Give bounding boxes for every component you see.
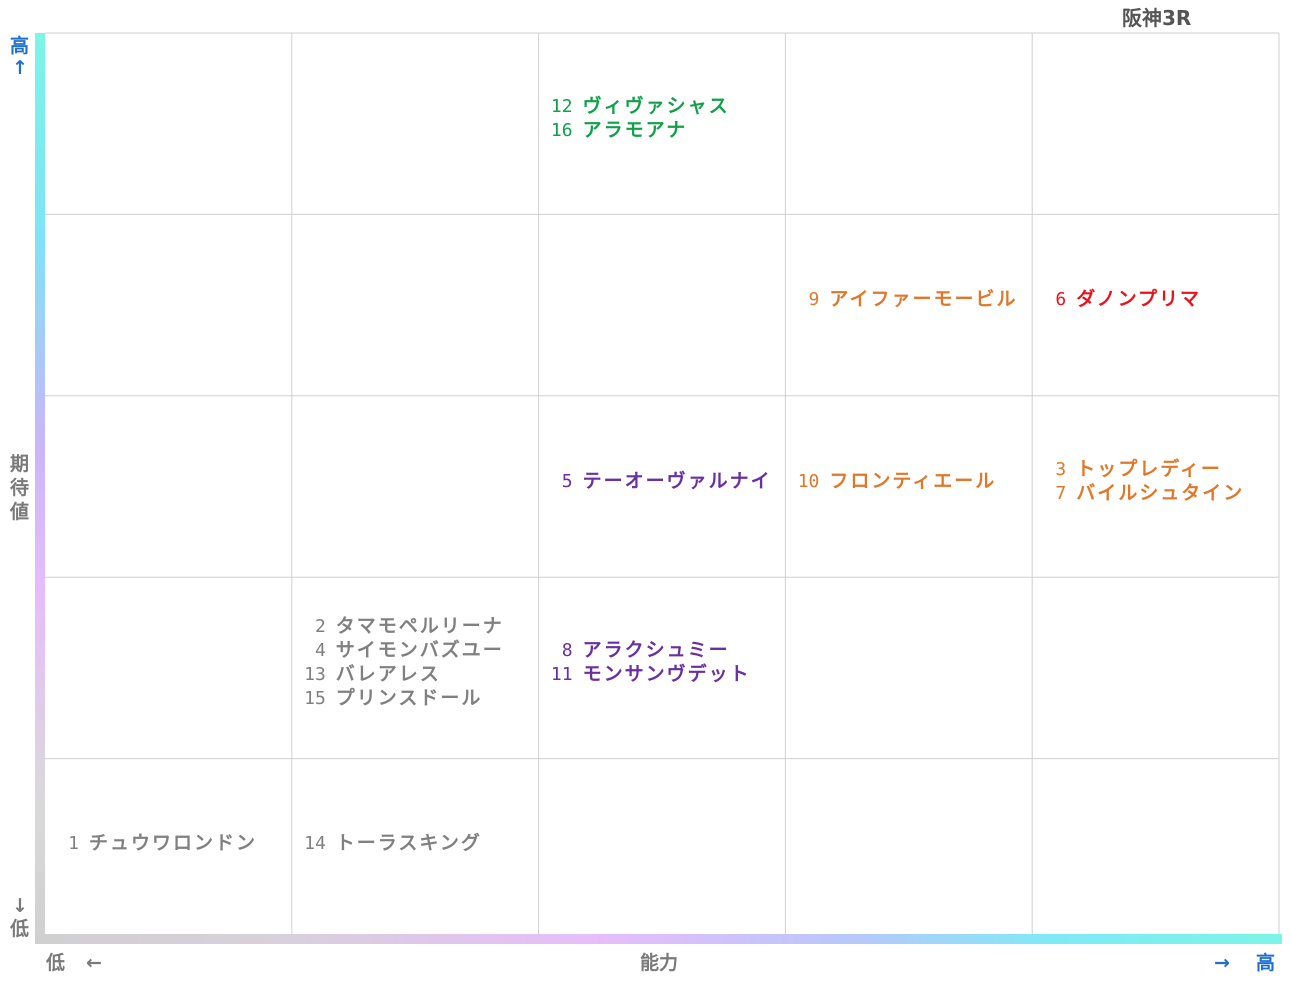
y-axis-label-char-1: 期 [10,453,30,475]
horse-number: 12 [550,95,573,117]
horse-number: 1 [68,833,79,855]
horse-entry: 15 プリンスドール [294,686,483,711]
y-axis-label-char-2: 待 [10,477,30,499]
horse-number: 13 [304,663,326,685]
x-axis-left-arrow-icon: ← [86,952,102,974]
horse-name: アイファーモービル [829,288,1018,311]
horse-number: 3 [1055,458,1067,480]
horse-number: 8 [561,639,573,661]
horse-name: フロンティエール [829,469,997,492]
horse-name: バレアレス [335,662,441,685]
horse-number: 15 [304,687,326,709]
horse-entry: 4 サイモンバズユー [294,638,504,663]
horse-number: 16 [550,119,573,141]
horse-name: トーラスキング [335,832,482,855]
horse-number: 9 [808,289,820,311]
horse-name: サイモンバズユー [335,638,504,661]
horse-entry: 16 アラモアナ [541,118,688,143]
horse-name: ヴィヴァシャス [582,94,730,117]
horse-entry: 9 アイファーモービル [787,287,1017,312]
horse-number: 10 [797,470,820,492]
horse-number: 14 [304,833,326,855]
horse-name: アラモアナ [582,118,688,141]
horse-name: アラクシュミー [582,638,730,661]
horse-name: テーオーヴァルナイ [582,469,772,492]
horse-entry: 6 ダノンプリマ [1034,287,1201,312]
horse-name: トップレディー [1076,457,1222,480]
x-axis-high-label: 高 [1256,952,1276,974]
horse-number: 4 [314,639,326,661]
horse-number: 11 [550,663,573,685]
y-axis-low-label: 低 [10,918,30,940]
horse-name: チュウワロンドン [89,832,258,855]
x-axis-right-arrow-icon: → [1214,952,1230,974]
horse-entry: 7 バイルシュタイン [1034,481,1244,506]
horse-entry: 13 バレアレス [294,662,441,687]
race-title: 阪神3R [1122,6,1192,30]
x-axis-low-label: 低 [46,952,66,974]
horse-entry: 2 タマモペルリーナ [294,614,504,639]
horse-entry: 10 フロンティエール [787,469,996,494]
horse-name: ダノンプリマ [1076,288,1202,311]
x-axis-bar [35,934,1282,944]
horse-entry: 5 テーオーヴァルナイ [541,469,772,494]
horse-name: プリンスドール [335,686,483,709]
horse-number: 2 [314,615,326,637]
horse-number: 5 [561,470,573,492]
y-axis-bar [35,33,45,941]
horse-entry: 12 ヴィヴァシャス [541,94,730,119]
x-axis-title: 能力 [640,952,679,974]
y-axis-up-arrow-icon: ↑ [12,57,28,79]
horse-entry: 8 アラクシュミー [541,638,730,663]
horse-entry: 1 チュウワロンドン [47,831,257,856]
horse-entry: 11 モンサンヴデット [541,662,751,687]
horse-number: 7 [1055,482,1067,504]
horse-name: タマモペルリーナ [335,614,504,637]
horse-name: バイルシュタイン [1076,481,1245,504]
y-axis-label-char-3: 値 [10,501,30,523]
y-axis-down-arrow-icon: ↓ [12,895,28,917]
y-axis-high-label: 高 [10,35,30,57]
horse-number: 6 [1055,289,1067,311]
horse-entry: 14 トーラスキング [294,831,482,856]
horse-name: モンサンヴデット [582,662,751,685]
horse-entry: 3 トップレディー [1034,457,1222,482]
